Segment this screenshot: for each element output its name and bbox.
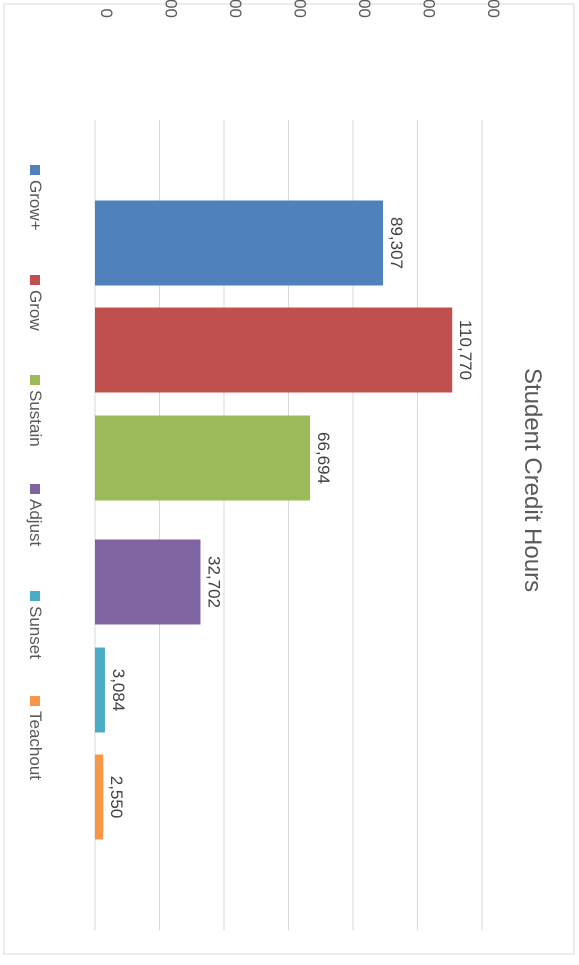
data-label: 3,084 (109, 669, 128, 712)
data-label: 2,550 (107, 776, 126, 819)
tick-label: 100,000 (420, 0, 439, 18)
tick-label: 80,000 (355, 0, 374, 18)
legend-swatch (30, 275, 40, 285)
legend-label: Sustain (26, 390, 45, 447)
tick-label: 0 (97, 9, 116, 18)
tick-label: 40,000 (226, 0, 245, 18)
data-label: 110,770 (456, 320, 475, 380)
bars (95, 200, 453, 840)
data-label: 32,702 (204, 556, 223, 608)
legend-swatch (30, 375, 40, 385)
legend: Grow+ Grow Sustain Adjust Sunset Teachout (26, 165, 45, 780)
legend-swatch (30, 165, 40, 175)
bar (95, 539, 201, 625)
bar (95, 754, 104, 840)
legend-swatch (30, 484, 40, 494)
chart-title: Student Credit Hours (519, 368, 546, 592)
bar (95, 415, 311, 501)
legend-label: Teachout (26, 711, 45, 780)
legend-swatch (30, 591, 40, 601)
legend-label: Sunset (26, 606, 45, 659)
bar (95, 647, 105, 733)
tick-label: 120,000 (484, 0, 503, 18)
tick-label: 20,000 (162, 0, 181, 18)
data-labels: 89,307 110,770 66,694 32,702 3,084 2,550 (107, 217, 475, 818)
legend-label: Grow (26, 290, 45, 331)
legend-label: Adjust (26, 499, 45, 547)
legend-swatch (30, 696, 40, 706)
tick-label: 60,000 (291, 0, 310, 18)
bar (95, 200, 384, 286)
data-label: 89,307 (387, 217, 406, 269)
value-axis: 0 20,000 40,000 60,000 80,000 100,000 120,000 (97, 0, 503, 18)
data-label: 66,694 (314, 432, 333, 484)
legend-label: Grow+ (26, 180, 45, 231)
bar (95, 307, 453, 393)
